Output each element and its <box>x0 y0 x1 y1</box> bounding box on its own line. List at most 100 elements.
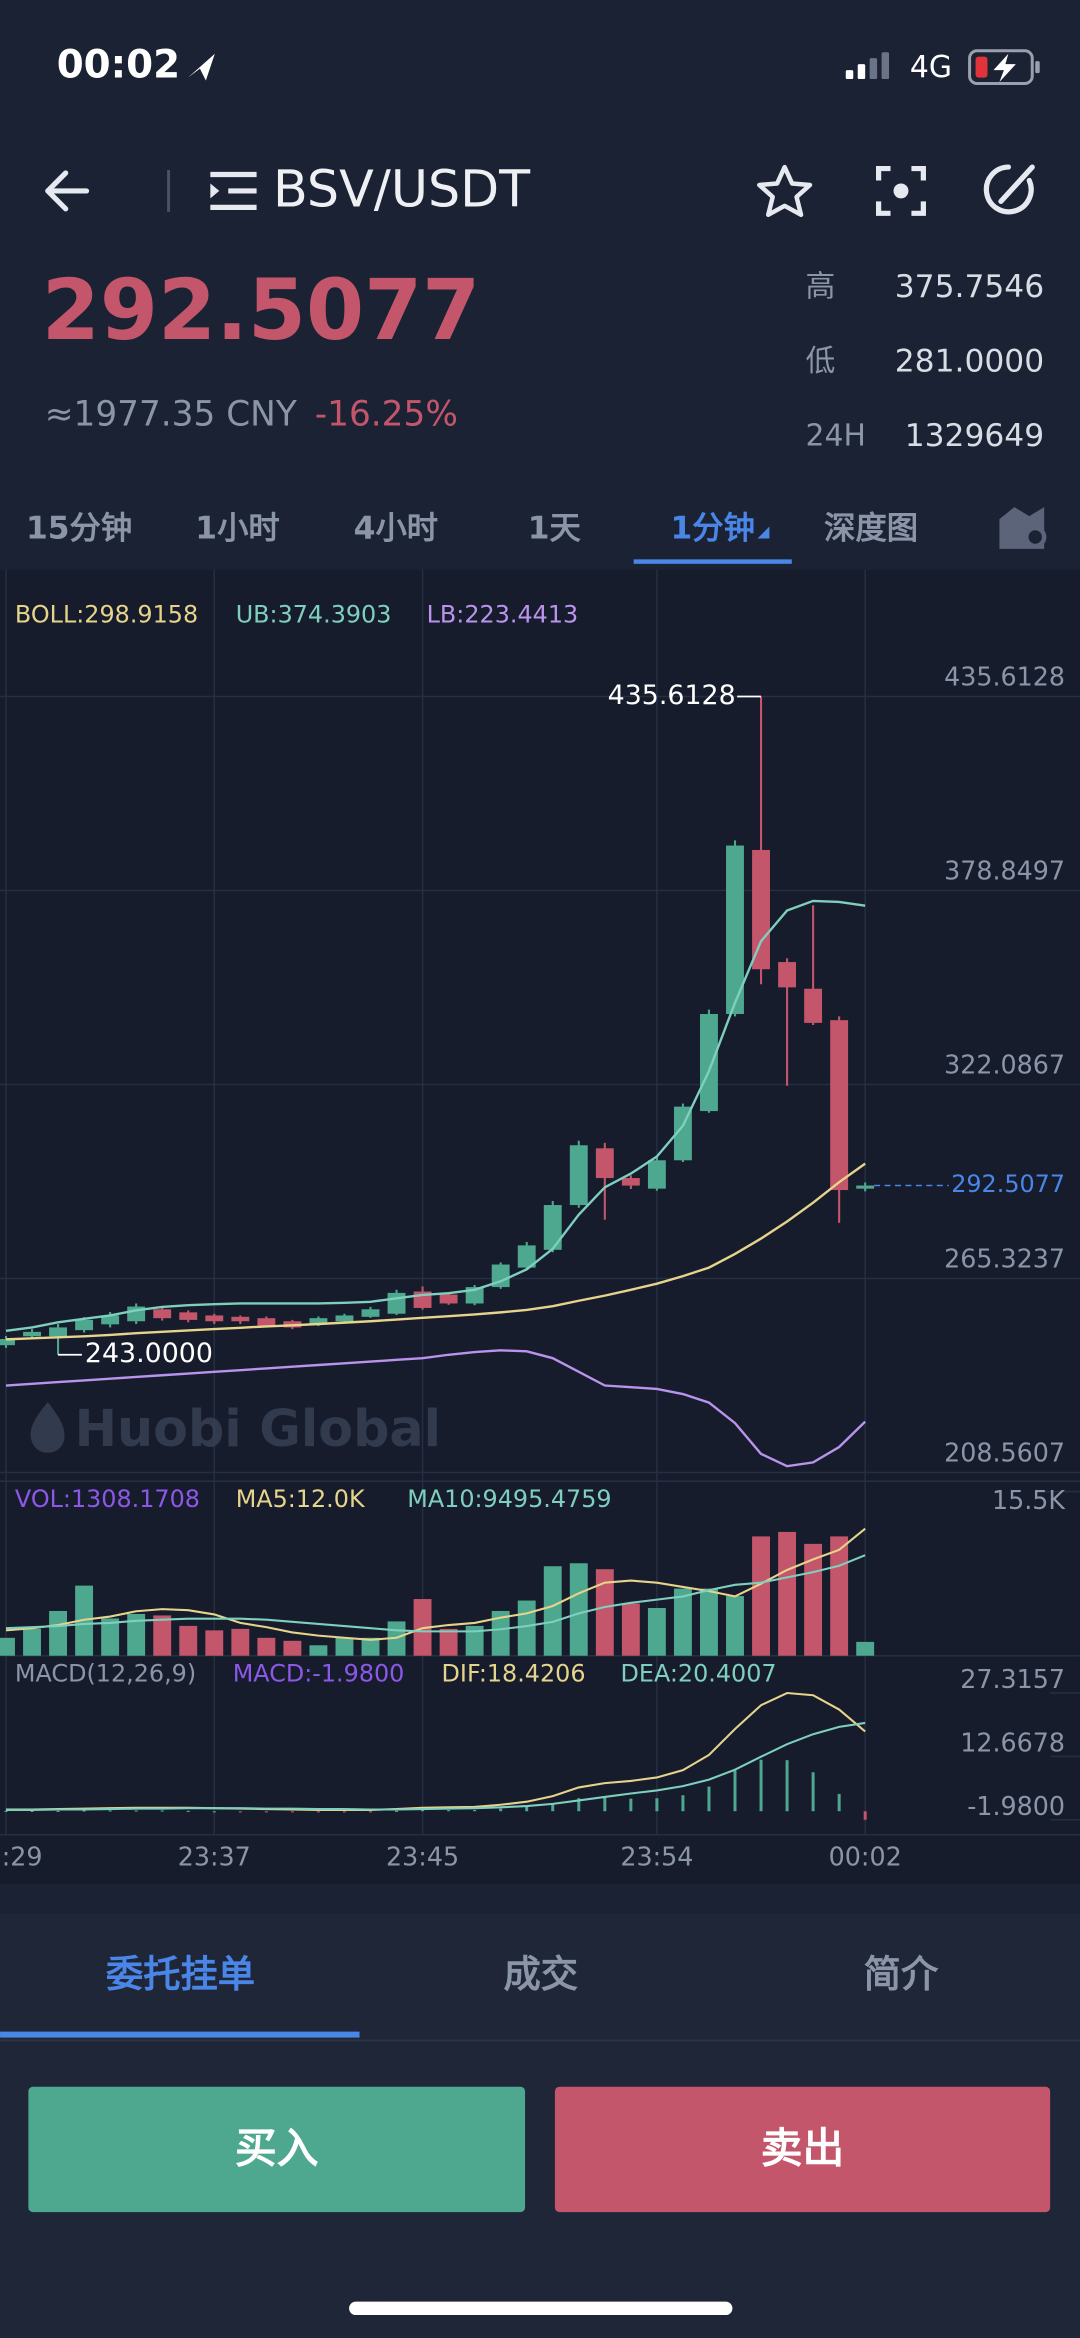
volume-bar <box>23 1628 41 1656</box>
candle-body <box>231 1316 250 1322</box>
candle-body <box>621 1178 640 1186</box>
macd-bar <box>863 1811 867 1820</box>
volume-bar <box>257 1637 276 1656</box>
stats: 高 375.7546 低 281.0000 24H 1329649 <box>806 269 1045 454</box>
kline-chart: 23:29 23:37 23:45 23:54 00:02 435.6128 378.849… <box>0 569 1080 1872</box>
candle-body <box>75 1319 94 1331</box>
macd-bar <box>395 1810 399 1812</box>
macd-bar <box>290 1811 294 1813</box>
volume-bar <box>0 1637 15 1656</box>
x-tick-label: 23:54 <box>620 1842 693 1872</box>
indicator-legend: DEA:20.4007 <box>621 1660 777 1688</box>
chart-area <box>0 569 1080 1884</box>
macd-bar <box>577 1798 581 1812</box>
indicator-legend: VOL:1308.1708 <box>15 1485 200 1513</box>
min-marker-label: 243.0000 <box>85 1338 213 1369</box>
buy-button[interactable] <box>28 2086 526 2213</box>
volume-ma-line <box>5 1527 866 1641</box>
home-indicator <box>349 2301 733 2316</box>
macd-bar <box>4 1810 8 1812</box>
back-button[interactable] <box>45 170 90 212</box>
status-time: 00:02 <box>57 43 180 88</box>
detail-tab-underline <box>0 2031 360 2038</box>
candle-body <box>205 1315 224 1322</box>
volume-tick-label: 15.5K <box>992 1485 1066 1515</box>
macd-bar <box>707 1786 711 1812</box>
detail-tab[interactable]: 委托挂单 <box>106 1952 255 1996</box>
volume-bar <box>205 1630 224 1656</box>
macd-bar <box>603 1797 607 1812</box>
refresh-button[interactable] <box>983 164 1035 215</box>
candle-body <box>830 1020 849 1191</box>
candle-body <box>491 1264 510 1288</box>
y-tick-label: 322.0867 <box>944 1050 1065 1080</box>
indicator-legend: MACD:-1.9800 <box>233 1660 405 1688</box>
candle-body <box>726 845 744 1015</box>
volume-bar <box>361 1637 380 1656</box>
volume-bar <box>830 1536 849 1656</box>
max-marker-label: 435.6128 <box>608 680 736 711</box>
candle-body <box>153 1309 172 1319</box>
x-tick-label: 23:37 <box>178 1842 251 1872</box>
detail-tab[interactable]: 成交 <box>503 1952 578 1996</box>
macd-bar <box>30 1810 34 1812</box>
volume-bar <box>543 1566 562 1656</box>
candle-body <box>778 962 797 988</box>
sell-button[interactable] <box>554 2086 1051 2213</box>
macd-bar <box>655 1798 659 1812</box>
volume-bar <box>804 1543 823 1656</box>
indicator-legend: UB:374.3903 <box>236 601 392 629</box>
candle-body <box>543 1205 562 1250</box>
volume-bar <box>569 1563 588 1656</box>
interval-tab[interactable]: 4小时 <box>354 511 438 547</box>
macd-bar <box>785 1760 789 1812</box>
interval-tabs: 15分钟 1小时 4小时 1天 1分钟 深度图 <box>26 511 918 564</box>
macd-bar <box>525 1806 529 1812</box>
interval-tab[interactable]: 1天 <box>528 511 582 547</box>
candle-body <box>439 1294 458 1304</box>
x-tick-label: 00:02 <box>829 1842 902 1872</box>
macd-bar <box>186 1810 190 1812</box>
interval-tab[interactable]: 1分钟 <box>671 511 755 547</box>
macd-tick-label: 12.6678 <box>960 1727 1065 1757</box>
candle-body <box>569 1145 588 1206</box>
settings-icon[interactable] <box>999 507 1047 549</box>
indicator-legend: LB:223.4413 <box>427 601 579 629</box>
boll-line <box>5 1162 866 1341</box>
candle-body <box>804 988 823 1023</box>
detail-tabs: 委托挂单 成交 简介 <box>0 1952 939 2038</box>
volume-bar <box>153 1615 172 1656</box>
stat-value: 281.0000 <box>895 343 1044 379</box>
volume-bar <box>726 1596 744 1656</box>
favorite-button[interactable] <box>757 164 813 218</box>
volume-bar <box>778 1531 797 1656</box>
volume-bar <box>231 1628 250 1656</box>
scan-button[interactable] <box>875 165 926 216</box>
last-price-label: 292.5077 <box>951 1170 1065 1198</box>
volume-bar <box>101 1618 120 1656</box>
y-tick-label: 208.5607 <box>944 1438 1065 1468</box>
status-network: 4G <box>910 50 952 85</box>
macd-tick-label: -1.9800 <box>967 1791 1065 1821</box>
x-tick-label: 23:45 <box>386 1842 459 1872</box>
detail-tab[interactable]: 简介 <box>864 1952 939 1996</box>
signal-icon <box>845 52 890 80</box>
volume-ma-line <box>5 1554 866 1633</box>
watermark-logo <box>30 1402 65 1453</box>
macd-bar <box>56 1810 60 1812</box>
active-underline <box>633 559 792 564</box>
interval-tab[interactable]: 1小时 <box>195 511 279 547</box>
volume-bar <box>335 1637 354 1656</box>
candle-body <box>23 1331 41 1337</box>
y-tick-label: 435.6128 <box>944 662 1065 692</box>
watermark: Huobi Global <box>75 1399 441 1458</box>
macd-bar <box>473 1809 477 1812</box>
volume-bar <box>752 1536 770 1656</box>
volume-bar <box>491 1610 510 1656</box>
volume-bar <box>595 1569 614 1656</box>
interval-tab[interactable]: 15分钟 <box>26 511 132 547</box>
volume-bar <box>283 1640 302 1656</box>
interval-tab[interactable]: 深度图 <box>824 511 918 547</box>
menu-icon[interactable] <box>210 171 257 210</box>
